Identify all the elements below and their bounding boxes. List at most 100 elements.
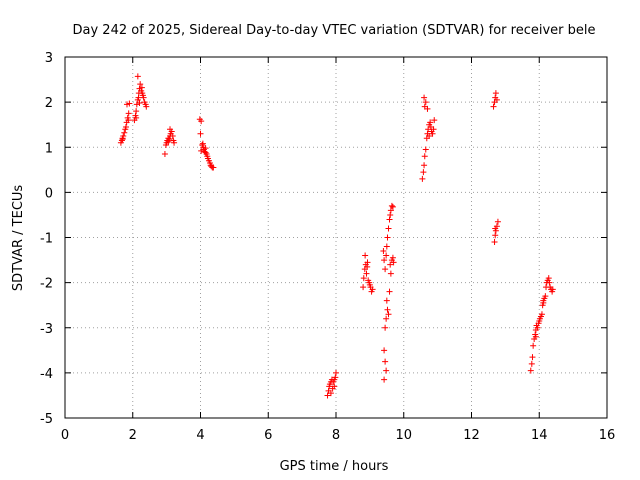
data-point [384,234,391,241]
y-tick-label: -2 [40,277,53,292]
y-tick-label: 0 [45,186,53,201]
data-point [136,100,143,107]
data-point [430,126,437,133]
data-point [133,114,140,121]
data-point [387,270,394,277]
data-point [534,324,541,331]
data-point [492,232,499,239]
data-point [167,126,174,133]
data-point [540,299,547,306]
data-point [364,259,371,266]
data-point [383,367,390,374]
data-point [427,119,434,126]
data-point [382,266,389,273]
data-point [143,103,150,110]
data-point [360,284,367,291]
data-point [381,257,388,264]
chart-title: Day 242 of 2025, Sidereal Day-to-day VTE… [73,23,596,38]
y-axis-label: SDTVAR / TECUs [11,185,26,292]
data-point [388,202,395,209]
data-point [422,99,429,106]
grid [65,57,607,418]
x-tick-label: 14 [531,428,548,443]
data-point [545,275,552,282]
data-point [546,279,553,286]
data-point [171,139,178,146]
x-tick-label: 8 [332,428,340,443]
plot-frame [64,56,608,419]
data-point [133,101,140,108]
data-point [528,360,535,367]
data-point [387,207,394,214]
data-point [429,130,436,137]
data-point [383,243,390,250]
data-point [198,118,205,125]
data-point [389,254,396,261]
data-point [387,211,394,218]
data-point [386,288,393,295]
data-series [117,73,556,399]
data-point [331,383,338,390]
data-point [385,225,392,232]
y-tick-label: -4 [40,367,53,382]
data-point [125,110,132,117]
x-tick-label: 6 [264,428,272,443]
data-point [490,103,497,110]
data-point [169,132,176,139]
x-tick-label: 10 [395,428,412,443]
x-tick-label: 16 [599,428,616,443]
data-point [121,129,128,136]
data-point [493,96,500,103]
y-tick-label: 3 [45,51,53,66]
data-point [383,297,390,304]
data-point [385,311,392,318]
data-point [199,140,206,147]
data-point [491,239,498,246]
y-tick-label: -1 [40,232,53,247]
data-point [363,270,370,277]
data-point [421,94,428,101]
data-point [492,225,499,232]
y-tick-label: -5 [40,412,53,427]
x-tick-label: 12 [463,428,480,443]
data-point [549,286,556,293]
data-point [424,105,431,112]
x-tick-label: 2 [129,428,137,443]
data-point [138,84,145,91]
data-point [389,203,396,210]
data-point [538,311,545,318]
y-tick-label: -3 [40,322,53,337]
data-point [532,333,539,340]
y-tick-label: 1 [45,141,53,156]
data-point [165,138,172,145]
data-point [333,369,339,376]
data-point [369,286,376,293]
data-point [362,252,369,259]
data-point [492,90,499,97]
data-point [527,367,534,374]
data-point [530,342,537,349]
x-axis-label: GPS time / hours [280,459,389,474]
data-point [419,175,426,182]
data-point [542,293,549,300]
data-point [382,358,389,365]
data-point [431,117,438,124]
data-point [122,123,129,130]
data-point [327,390,334,397]
data-point [390,259,397,266]
data-point [383,315,390,322]
data-point [202,145,209,152]
data-point [198,147,205,154]
data-point [383,252,390,259]
x-tick-label: 4 [196,428,204,443]
data-point [360,275,367,282]
data-point [210,164,217,171]
data-point [420,169,427,176]
data-point [125,117,132,124]
data-point [384,306,391,313]
data-point [166,136,173,143]
data-point [386,216,393,223]
data-point [137,81,144,88]
x-tick-label: 0 [61,428,69,443]
